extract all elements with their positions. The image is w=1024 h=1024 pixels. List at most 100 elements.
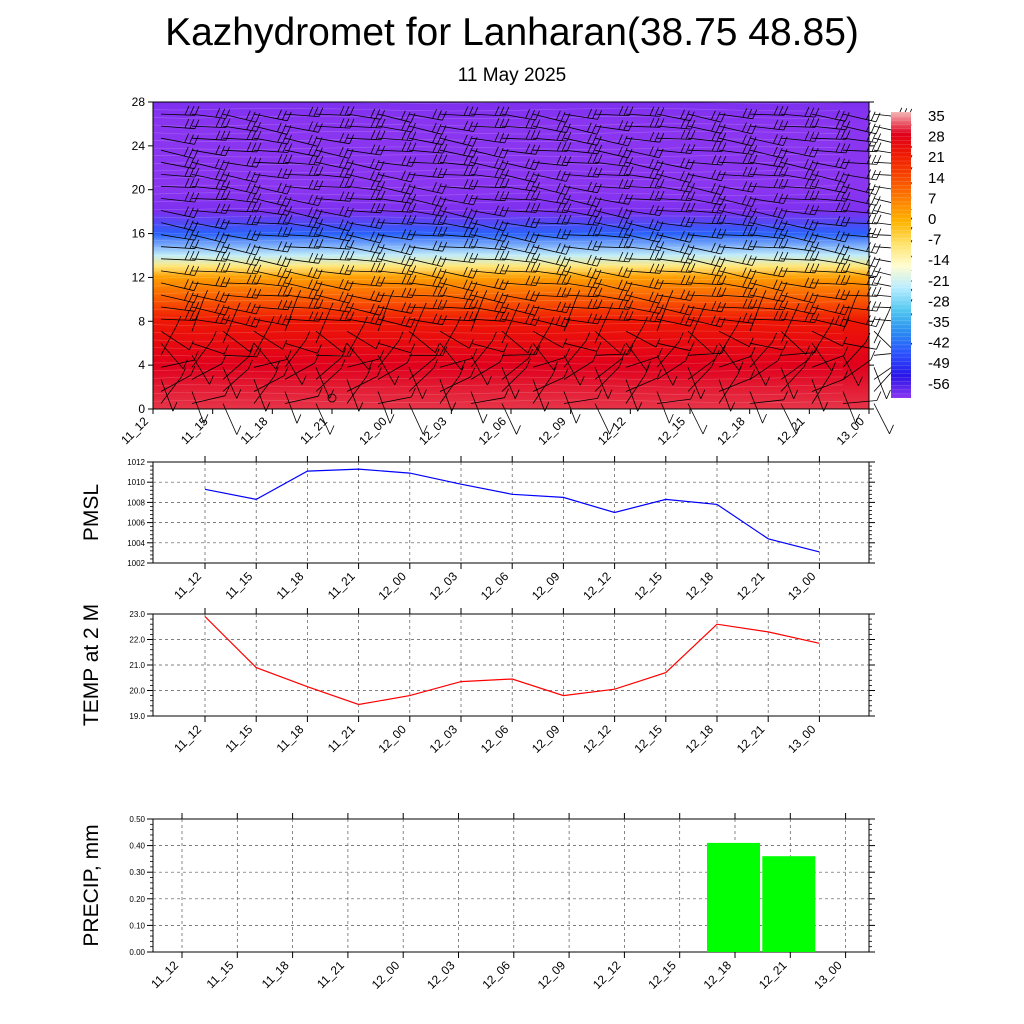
y-tick-label: 4 <box>138 358 145 372</box>
wind-barb-shaft <box>625 325 644 356</box>
wind-barb <box>501 262 541 273</box>
wind-barb-shaft <box>470 361 501 380</box>
wind-barb-feather <box>375 314 380 325</box>
wind-barb-feather <box>277 154 283 164</box>
wind-barb <box>470 342 509 353</box>
wind-barb-feather <box>504 191 510 201</box>
wind-barb-feather <box>623 311 629 321</box>
wind-barb-feather <box>308 252 314 263</box>
wind-barb-shaft <box>408 330 436 354</box>
wind-barb-feather <box>246 302 251 313</box>
wind-barb-feather <box>622 135 628 146</box>
wind-barb-shaft <box>625 113 660 117</box>
wind-barb <box>501 252 541 263</box>
wind-barb <box>594 358 624 392</box>
wind-barb-shaft <box>191 161 226 171</box>
wind-barb-feather <box>530 252 536 263</box>
wind-barb <box>191 218 230 230</box>
wind-barb <box>191 386 230 404</box>
wind-barb-shaft <box>470 174 505 179</box>
plot-frame <box>152 818 870 953</box>
wind-barb-feather <box>411 203 417 213</box>
wind-barb-feather <box>255 304 261 315</box>
wind-barb-feather <box>344 191 350 202</box>
wind-barb <box>687 367 706 399</box>
wind-barb <box>594 156 634 167</box>
wind-barb-shaft <box>594 161 629 167</box>
wind-barb-feather <box>473 180 479 190</box>
wind-barb-feather <box>308 155 314 165</box>
wind-barb <box>408 302 427 344</box>
wind-barb-feather <box>189 239 195 249</box>
wind-barb-feather <box>344 159 349 169</box>
wind-barb <box>873 303 893 344</box>
wind-barb-feather <box>597 144 603 154</box>
wind-barb <box>408 346 448 356</box>
wind-barb <box>346 158 385 171</box>
wind-barb-feather <box>220 118 226 128</box>
wind-barb-shaft <box>501 174 536 183</box>
wind-barb-feather <box>277 286 283 296</box>
wind-barb-feather <box>411 304 416 314</box>
wind-barb-shaft <box>625 234 660 243</box>
wind-barb <box>222 202 262 213</box>
wind-barb-feather <box>184 206 189 216</box>
wind-barb-shaft <box>191 391 205 424</box>
wind-barb-feather <box>685 182 690 192</box>
wind-barb-shaft <box>501 318 536 326</box>
isotherm-line <box>152 123 844 127</box>
wind-barb-shaft <box>191 137 226 141</box>
wind-barb-feather <box>499 118 505 128</box>
wind-barb-feather <box>188 292 194 302</box>
wind-barb-shaft <box>470 342 504 353</box>
wind-barb-feather <box>442 111 447 121</box>
wind-barb-shaft <box>284 210 319 220</box>
wind-barb <box>470 168 510 179</box>
wind-barb <box>439 342 466 371</box>
wind-barb-feather <box>344 168 350 178</box>
wind-barb <box>160 229 199 241</box>
y-axis-label: PRECIP, mm <box>80 824 103 946</box>
wind-barb <box>687 193 726 206</box>
x-tick-label: 12_00 <box>356 414 390 448</box>
wind-barb-feather <box>469 339 474 349</box>
wind-barb-feather <box>649 240 655 250</box>
wind-barb <box>222 302 261 315</box>
wind-barb <box>687 303 707 344</box>
wind-barb-feather <box>225 243 230 253</box>
wind-barb-feather <box>715 184 721 194</box>
wind-barb-feather <box>189 134 194 144</box>
wind-barb-shaft <box>563 234 599 237</box>
wind-barb-feather <box>375 252 381 262</box>
wind-barb <box>377 287 417 298</box>
wind-barb-shaft <box>563 113 598 120</box>
wind-barb-shaft <box>470 137 505 144</box>
y-tick-label: 0.30 <box>129 868 145 877</box>
wind-barb-shaft <box>625 174 660 180</box>
wind-barb-shaft <box>439 113 474 117</box>
wind-barb-feather <box>308 267 313 277</box>
wind-barb-feather <box>468 299 474 309</box>
wind-barb-feather <box>648 158 654 169</box>
wind-barb-feather <box>482 414 488 424</box>
wind-barb-feather <box>349 207 354 218</box>
wind-barb-shaft <box>408 198 443 207</box>
wind-barb-shaft <box>439 210 474 220</box>
wind-barb-feather <box>405 171 411 181</box>
wind-barb-feather <box>370 144 376 154</box>
wind-barb-shaft <box>532 186 567 195</box>
isotherm-line <box>152 115 843 119</box>
wind-barb-shaft <box>501 330 529 354</box>
wind-barb-feather <box>286 268 292 279</box>
wind-barb <box>191 203 231 214</box>
wind-barb <box>284 145 323 158</box>
wind-barb-feather <box>422 389 427 399</box>
y-tick-label: 16 <box>132 227 146 241</box>
wind-barb-shaft <box>625 306 660 314</box>
isotherm-line <box>152 315 844 319</box>
x-tick-label: 12_21 <box>734 722 768 756</box>
x-tick-label: 12_09 <box>535 958 569 992</box>
wind-barb-feather <box>338 219 344 229</box>
wind-barb-feather <box>535 316 540 326</box>
wind-barb-shaft <box>346 198 382 201</box>
